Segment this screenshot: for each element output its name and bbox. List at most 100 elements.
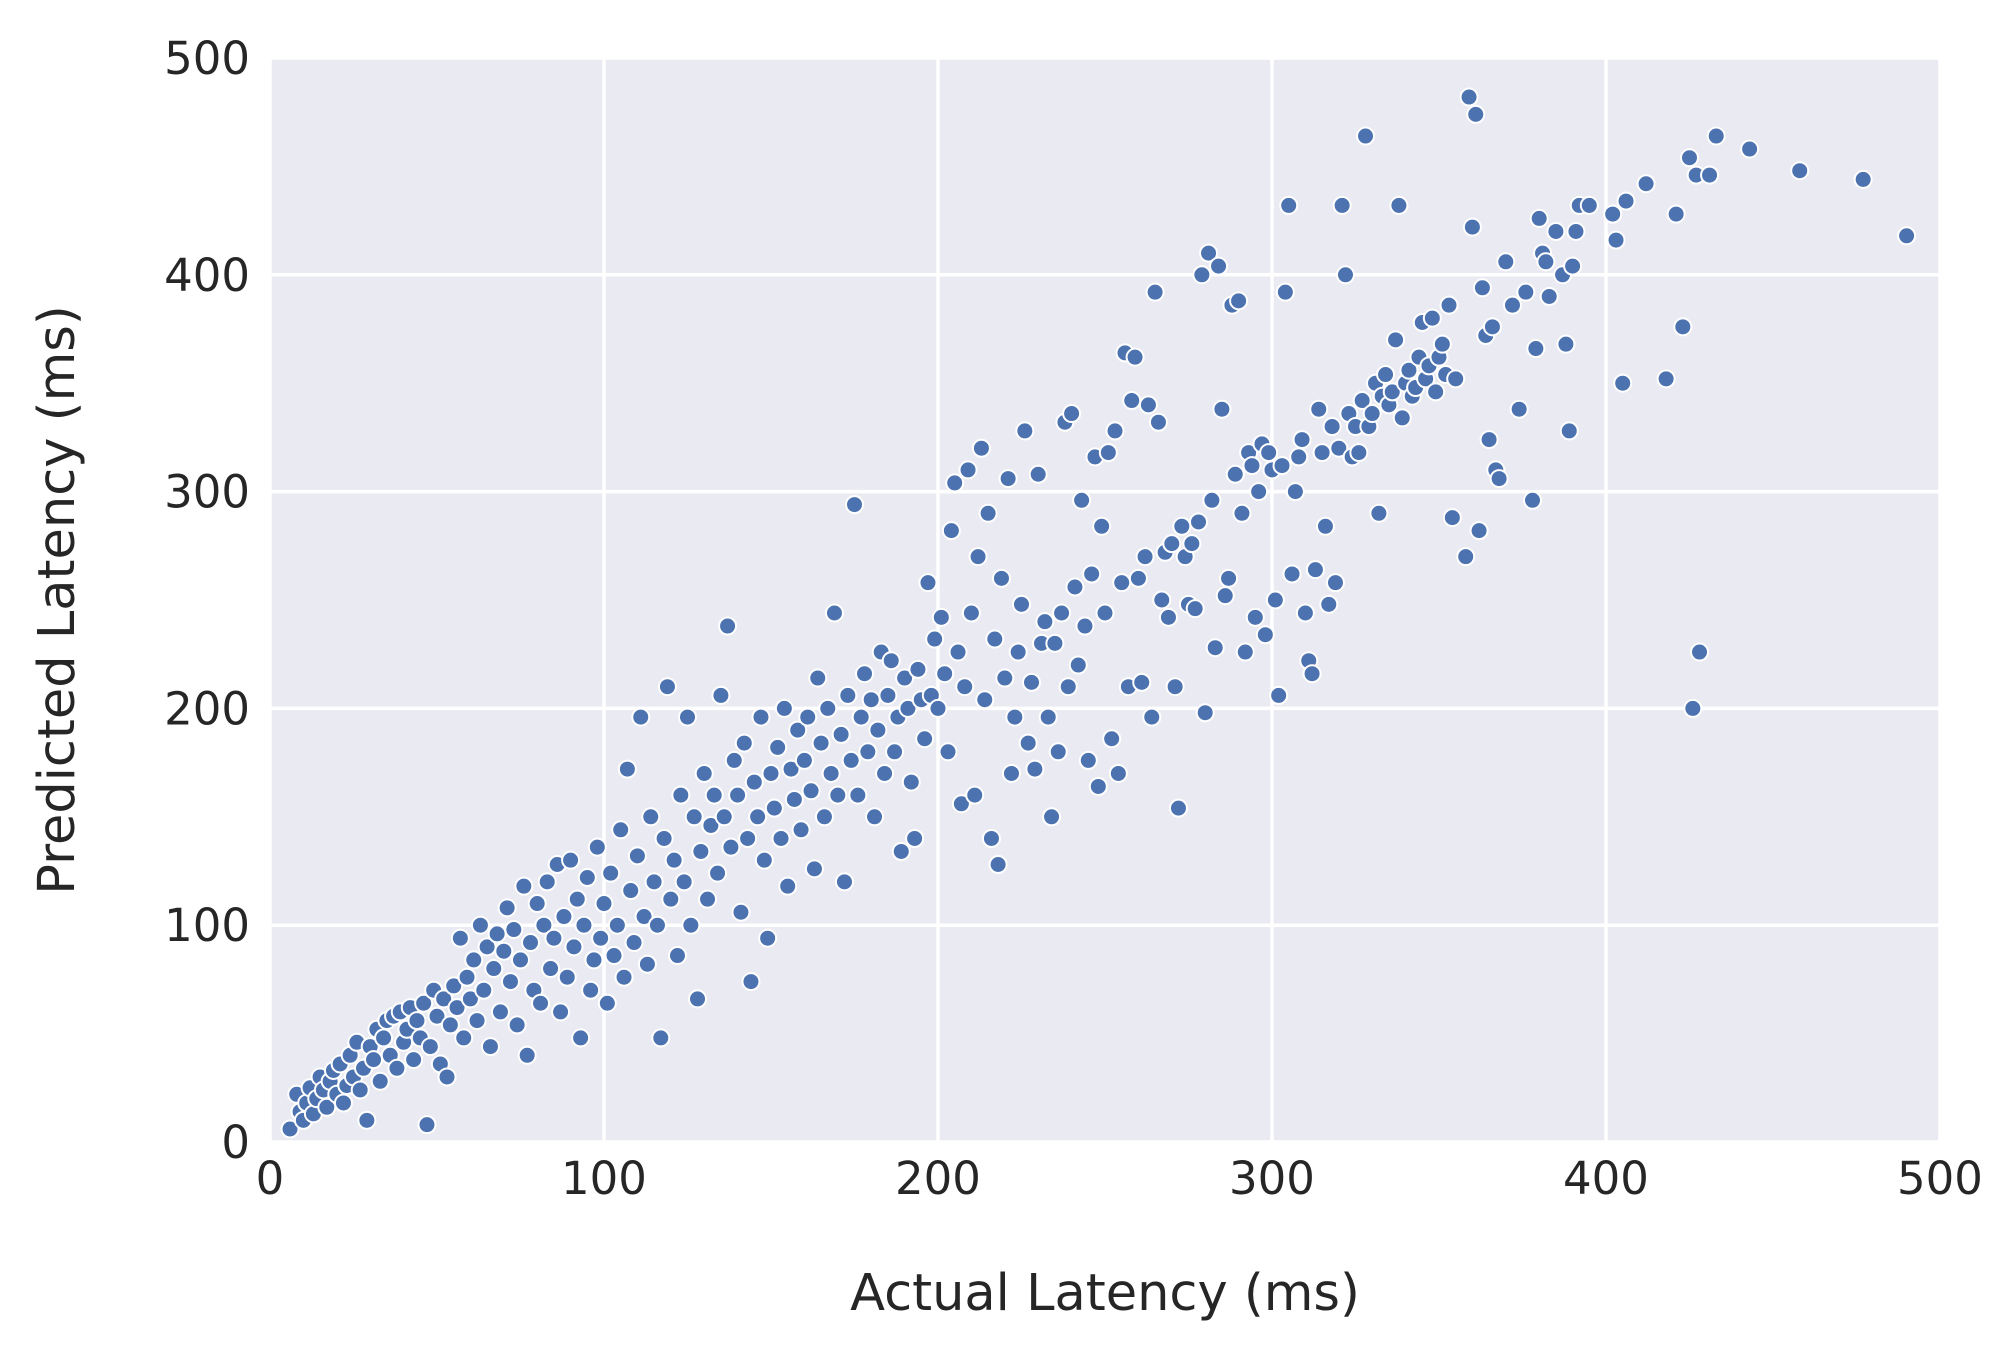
- scatter-point: [891, 841, 911, 861]
- scatter-point: [811, 733, 831, 753]
- scatter-point: [541, 959, 561, 979]
- scatter-point: [1205, 638, 1225, 658]
- scatter-point: [1048, 742, 1068, 762]
- scatter-point: [1038, 707, 1058, 727]
- scatter-point: [981, 828, 1001, 848]
- scatter-point: [574, 915, 594, 935]
- scatter-point: [774, 698, 794, 718]
- scatter-point: [1219, 568, 1239, 588]
- scatter-point: [955, 677, 975, 697]
- scatter-point: [1035, 612, 1055, 632]
- scatter-point: [1259, 443, 1279, 463]
- scatter-point: [721, 837, 741, 857]
- scatter-point: [1202, 490, 1222, 510]
- x-tick-label: 500: [1897, 1152, 1983, 1205]
- scatter-point: [798, 707, 818, 727]
- scatter-point: [641, 807, 661, 827]
- scatter-point: [901, 772, 921, 792]
- scatter-point: [961, 603, 981, 623]
- scatter-point: [1329, 438, 1349, 458]
- scatter-point: [691, 841, 711, 861]
- scatter-point: [627, 846, 647, 866]
- scatter-point: [1536, 252, 1556, 272]
- scatter-point: [651, 1028, 671, 1048]
- scatter-point: [738, 828, 758, 848]
- scatter-point: [1606, 230, 1626, 250]
- scatter-point: [878, 685, 898, 705]
- scatter-point: [507, 1015, 527, 1035]
- scatter-point: [1269, 685, 1289, 705]
- scatter-point: [464, 950, 484, 970]
- scatter-point: [577, 868, 597, 888]
- scatter-point: [357, 1110, 377, 1130]
- scatter-point: [1165, 677, 1185, 697]
- scatter-point: [1005, 707, 1025, 727]
- scatter-point: [521, 933, 541, 953]
- x-tick-label: 100: [561, 1152, 647, 1205]
- scatter-point: [1613, 373, 1633, 393]
- scatter-point: [1332, 195, 1352, 215]
- scatter-point: [814, 807, 834, 827]
- scatter-point: [1636, 174, 1656, 194]
- scatter-point: [1282, 564, 1302, 584]
- scatter-point: [1456, 547, 1476, 567]
- scatter-point: [1439, 295, 1459, 315]
- scatter-point: [1706, 126, 1726, 146]
- scatter-point: [634, 907, 654, 927]
- scatter-point: [564, 937, 584, 957]
- scatter-point: [985, 629, 1005, 649]
- scatter-point: [704, 785, 724, 805]
- scatter-point: [370, 1071, 390, 1091]
- scatter-point: [855, 664, 875, 684]
- scatter-point: [280, 1119, 300, 1139]
- scatter-point: [1563, 256, 1583, 276]
- scatter-point: [1790, 161, 1810, 181]
- scatter-point: [1466, 104, 1486, 124]
- y-tick-label: 400: [164, 249, 250, 302]
- scatter-point: [1386, 330, 1406, 350]
- scatter-point: [754, 850, 774, 870]
- scatter-point: [1656, 369, 1676, 389]
- scatter-point: [711, 685, 731, 705]
- scatter-point: [908, 659, 928, 679]
- scatter-point: [561, 850, 581, 870]
- scatter-point: [1335, 265, 1355, 285]
- scatter-point: [1128, 568, 1148, 588]
- scatter-point: [1088, 776, 1108, 796]
- scatter-point: [1740, 139, 1760, 159]
- scatter-point: [758, 928, 778, 948]
- scatter-point: [557, 967, 577, 987]
- scatter-point: [905, 828, 925, 848]
- scatter-point: [1376, 365, 1396, 385]
- scatter-point: [587, 837, 607, 857]
- scatter-point: [1098, 443, 1118, 463]
- scatter-point: [1305, 560, 1325, 580]
- scatter-point: [604, 946, 624, 966]
- scatter-point: [1322, 417, 1342, 437]
- scatter-point: [1132, 672, 1152, 692]
- scatter-point: [791, 820, 811, 840]
- scatter-point: [500, 972, 520, 992]
- scatter-point: [1579, 195, 1599, 215]
- scatter-point: [1108, 763, 1128, 783]
- scatter-point: [581, 980, 601, 1000]
- scatter-point: [935, 664, 955, 684]
- scatter-point: [1148, 412, 1168, 432]
- scatter-point: [450, 928, 470, 948]
- scatter-point: [1482, 317, 1502, 337]
- y-tick-labels: 0 100 200 300 400 500: [164, 32, 250, 1169]
- scatter-point: [624, 933, 644, 953]
- scatter-point: [511, 950, 530, 970]
- scatter-point: [895, 668, 915, 688]
- scatter-point: [808, 668, 828, 688]
- scatter-point: [915, 729, 935, 749]
- scatter-point: [1008, 642, 1028, 662]
- scatter-point: [591, 928, 611, 948]
- scatter-point: [1042, 807, 1062, 827]
- scatter-point: [1242, 456, 1262, 476]
- scatter-point: [1526, 339, 1546, 359]
- plot-background: [270, 58, 1940, 1142]
- scatter-point: [1362, 404, 1382, 424]
- scatter-point: [995, 668, 1015, 688]
- scatter-point: [1603, 204, 1623, 224]
